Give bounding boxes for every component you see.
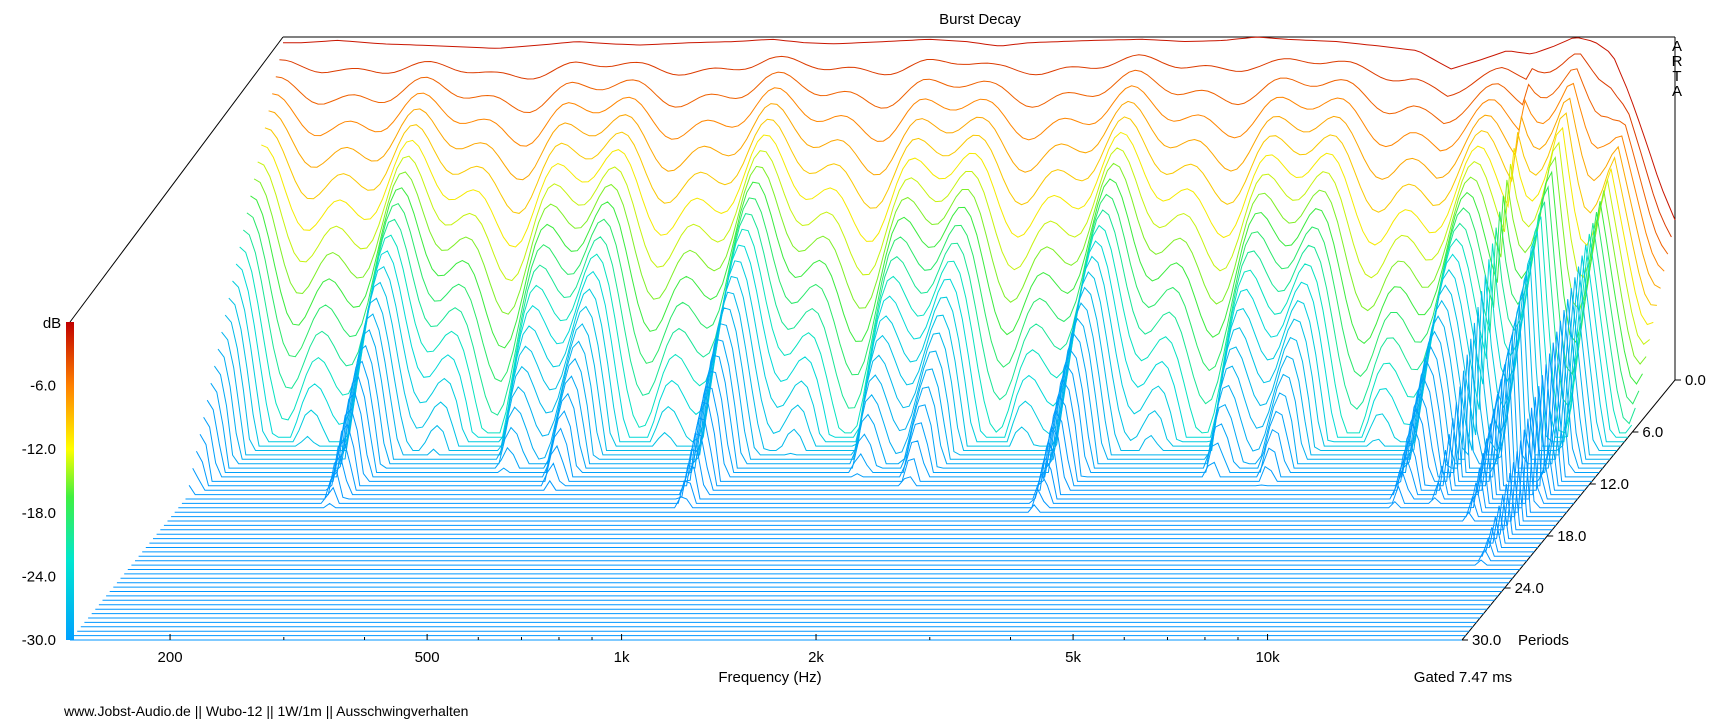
decay-slice	[195, 364, 1589, 487]
chart-title: Burst Decay	[939, 11, 1021, 28]
decay-slice	[131, 559, 1524, 566]
decay-slice	[253, 155, 1647, 365]
z-tick-label: -6.0	[30, 378, 56, 395]
z-tick-label: -30.0	[22, 632, 56, 649]
decay-slice	[174, 429, 1567, 513]
decay-slice	[160, 473, 1553, 531]
periods-tick-label: 12.0	[1600, 476, 1629, 493]
brand-mark: A R T A	[1672, 38, 1683, 100]
floor-right-edge	[1461, 379, 1676, 641]
decay-slice	[181, 407, 1574, 504]
decay-slice	[156, 483, 1549, 535]
x-axis: 200 500 1k 2k 5k 10k	[158, 634, 1280, 666]
decay-slice	[178, 418, 1571, 509]
decay-slice	[167, 451, 1560, 522]
x-tick-label: 2k	[808, 649, 824, 666]
decay-slice	[203, 342, 1596, 478]
x-tick-label: 500	[415, 649, 440, 666]
periods-tick-label: 18.0	[1557, 528, 1586, 545]
decay-slice	[257, 141, 1651, 346]
periods-tick-label: 24.0	[1515, 580, 1544, 597]
decay-slice	[232, 246, 1625, 443]
decay-slice	[171, 440, 1564, 518]
brand-letter: A	[1672, 83, 1682, 100]
top-left-edge	[69, 36, 284, 323]
gate-label: Gated 7.47 ms	[1414, 669, 1512, 686]
x-axis-label: Frequency (Hz)	[718, 669, 821, 686]
z-colorbar	[66, 322, 74, 640]
periods-tick-label: 6.0	[1642, 424, 1663, 441]
brand-letter: A	[1672, 38, 1682, 55]
decay-slice	[261, 126, 1654, 326]
decay-slice	[135, 548, 1527, 562]
decay-slice	[228, 260, 1621, 447]
decay-slice	[283, 36, 1676, 221]
decay-slice	[250, 170, 1643, 385]
x-tick-label: 1k	[614, 649, 630, 666]
decay-slice	[206, 331, 1600, 473]
decay-slice	[279, 53, 1672, 238]
z-tick-label: -12.0	[22, 441, 56, 458]
decay-slice	[217, 299, 1610, 460]
x-tick-label: 10k	[1255, 649, 1280, 666]
z-tick-label: -24.0	[22, 568, 56, 585]
decay-slice	[199, 353, 1592, 482]
decay-slice	[275, 68, 1669, 255]
decay-slice	[272, 82, 1665, 272]
z-tick-label: -18.0	[22, 505, 56, 522]
periods-axis: 0.0 6.0 12.0 18.0 24.0 30.0 Periods	[1462, 372, 1706, 649]
x-tick-label: 200	[158, 649, 183, 666]
decay-slice	[185, 396, 1578, 500]
z-axis: dB -6.0 -12.0 -18.0 -24.0 -30.0	[22, 315, 61, 649]
decay-slice	[221, 288, 1614, 457]
decay-slice	[235, 231, 1629, 438]
decay-slice	[213, 309, 1607, 465]
footer-text: www.Jobst-Audio.de || Wubo-12 || 1W/1m |…	[63, 703, 468, 719]
decay-slice	[138, 536, 1531, 557]
decay-slice	[149, 505, 1542, 544]
periods-tick-label: 0.0	[1685, 372, 1706, 389]
decay-slice	[188, 386, 1582, 496]
decay-slice	[246, 185, 1640, 405]
decay-slice	[242, 201, 1636, 425]
brand-letter: T	[1672, 68, 1681, 85]
periods-tick-label: 30.0	[1472, 632, 1501, 649]
decay-slice	[145, 516, 1538, 548]
x-tick-label: 5k	[1065, 649, 1081, 666]
periods-unit-label: Periods	[1518, 632, 1569, 649]
brand-letter: R	[1672, 53, 1683, 70]
decay-slice	[264, 112, 1657, 306]
decay-slice	[163, 462, 1556, 526]
decay-slice	[153, 494, 1545, 540]
decay-slice	[224, 275, 1618, 452]
decay-slice	[239, 216, 1633, 434]
z-unit-label: dB	[43, 315, 61, 332]
decay-slice	[268, 97, 1661, 289]
decay-slice	[142, 527, 1535, 553]
waterfall-surface	[70, 36, 1676, 641]
decay-slice	[192, 375, 1585, 491]
